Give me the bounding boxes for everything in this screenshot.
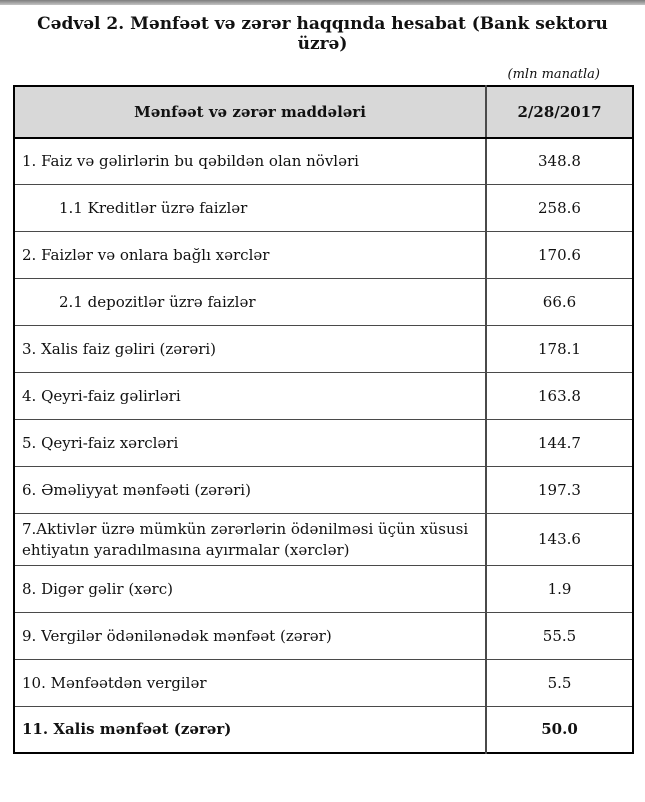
row-value-cell: 5.5 [485, 658, 634, 707]
table-body: 1. Faiz və gəlirlərin bu qəbildən olan n… [13, 137, 634, 754]
row-value-cell: 178.1 [485, 325, 634, 374]
row-label-cell: 1.1 Kreditlər üzrə faizlər [13, 184, 487, 233]
page-title: Cədvəl 2. Mənfəət və zərər haqqında hesa… [37, 14, 608, 55]
row-label-cell: 11. Xalis mənfəət (zərər) [13, 705, 487, 754]
table-row: 2. Faizlər və onlara bağlı xərclər 170.6 [13, 231, 634, 280]
row-label-cell: 5. Qeyri-faiz xərcləri [13, 419, 487, 468]
row-value-cell: 143.6 [485, 513, 634, 566]
row-value-cell: 163.8 [485, 372, 634, 421]
table-row: 4. Qeyri-faiz gəlirləri 163.8 [13, 372, 634, 421]
row-label-cell: 3. Xalis faiz gəliri (zərəri) [13, 325, 487, 374]
row-value-cell: 170.6 [485, 231, 634, 280]
items-column-header: Mənfəət və zərər maddələri [13, 85, 487, 139]
row-label-cell: 4. Qeyri-faiz gəlirləri [13, 372, 487, 421]
row-label-cell: 8. Digər gəlir (xərc) [13, 564, 487, 613]
row-label-cell: 2. Faizlər və onlara bağlı xərclər [13, 231, 487, 280]
table-row: 9. Vergilər ödənilənədək mənfəət (zərər)… [13, 611, 634, 660]
table-row: 3. Xalis faiz gəliri (zərəri) 178.1 [13, 325, 634, 374]
table-row: 5. Qeyri-faiz xərcləri 144.7 [13, 419, 634, 468]
row-label-cell: 1. Faiz və gəlirlərin bu qəbildən olan n… [13, 137, 487, 186]
row-value-cell: 50.0 [485, 705, 634, 754]
row-label-cell: 7.Aktivlər üzrə mümkün zərərlərin ödənil… [13, 513, 487, 566]
table-row: 11. Xalis mənfəət (zərər) 50.0 [13, 705, 634, 754]
period-column-header: 2/28/2017 [485, 85, 634, 139]
header-row: Mənfəət və zərər maddələri 2/28/2017 [13, 85, 634, 139]
row-value-cell: 258.6 [485, 184, 634, 233]
table-row: 7.Aktivlər üzrə mümkün zərərlərin ödənil… [13, 513, 634, 566]
row-label-cell: 9. Vergilər ödənilənədək mənfəət (zərər) [13, 611, 487, 660]
row-label-cell: 10. Mənfəətdən vergilər [13, 658, 487, 707]
table-header: Mənfəət və zərər maddələri 2/28/2017 [13, 85, 634, 139]
unit-note: (mln manatla) [507, 66, 600, 82]
row-value-cell: 1.9 [485, 564, 634, 613]
table-row: 1.1 Kreditlər üzrə faizlər 258.6 [13, 184, 634, 233]
row-label-cell: 6. Əməliyyat mənfəəti (zərəri) [13, 466, 487, 515]
table-row: 8. Digər gəlir (xərc) 1.9 [13, 564, 634, 613]
table-row: 1. Faiz və gəlirlərin bu qəbildən olan n… [13, 137, 634, 186]
row-value-cell: 348.8 [485, 137, 634, 186]
row-value-cell: 66.6 [485, 278, 634, 327]
table-row: 6. Əməliyyat mənfəəti (zərəri) 197.3 [13, 466, 634, 515]
row-value-cell: 55.5 [485, 611, 634, 660]
profit-loss-table: Mənfəət və zərər maddələri 2/28/2017 1. … [13, 84, 634, 755]
table-row: 10. Mənfəətdən vergilər 5.5 [13, 658, 634, 707]
row-label-cell: 2.1 depozitlər üzrə faizlər [13, 278, 487, 327]
table-row: 2.1 depozitlər üzrə faizlər 66.6 [13, 278, 634, 327]
top-divider-bar [0, 0, 645, 5]
row-value-cell: 197.3 [485, 466, 634, 515]
row-value-cell: 144.7 [485, 419, 634, 468]
